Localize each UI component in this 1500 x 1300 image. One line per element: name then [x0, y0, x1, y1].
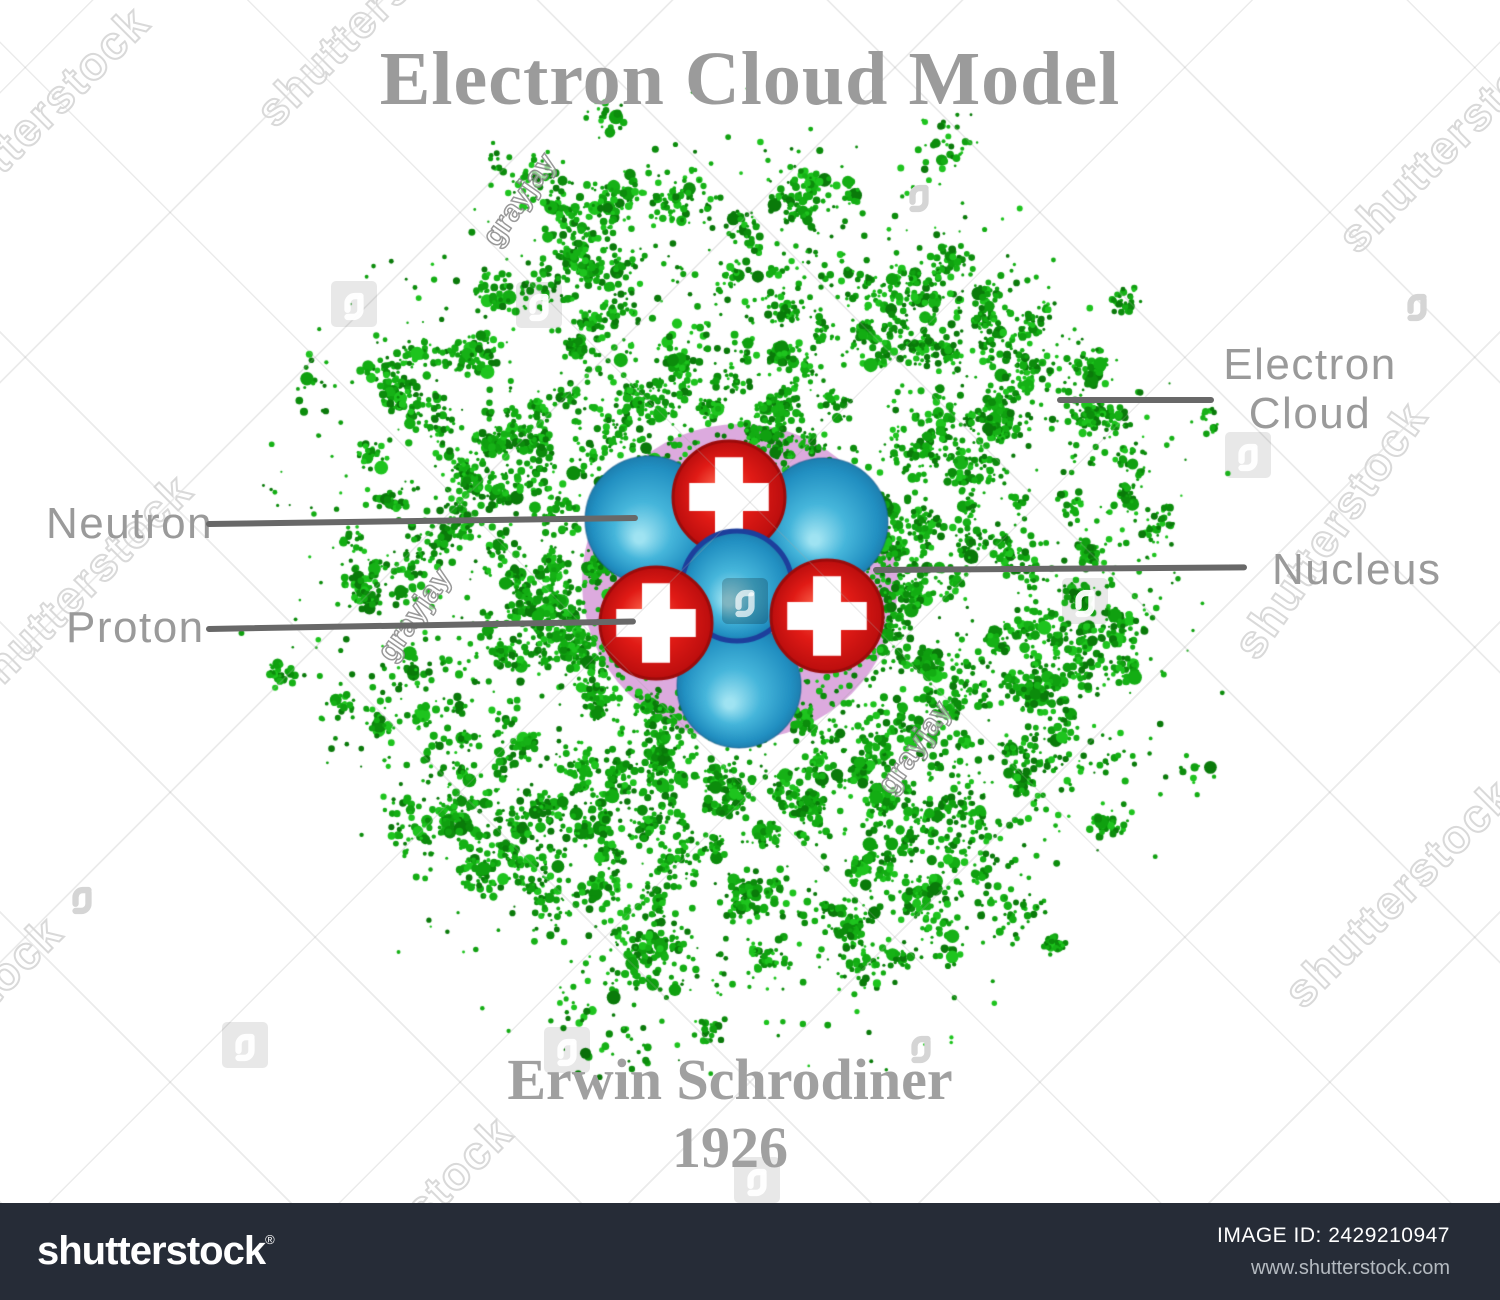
electron-cloud-figure-canvas — [0, 0, 1500, 1203]
credit-author: Erwin Schrodiner — [507, 1047, 953, 1112]
registered-mark: ® — [265, 1232, 275, 1247]
nucleus-label: Nucleus — [1272, 545, 1442, 594]
shutterstock-footer-bar: shutterstock® IMAGE ID: 2429210947 www.s… — [0, 1203, 1500, 1300]
neutron-label: Neutron — [46, 499, 214, 548]
website-url-text: www.shutterstock.com — [1251, 1256, 1450, 1279]
figure-title: Electron Cloud Model — [379, 37, 1121, 121]
shutterstock-logo: shutterstock® — [37, 1229, 275, 1274]
electron-cloud-label-line1: Electron — [1223, 340, 1397, 389]
proton-label: Proton — [66, 603, 205, 652]
image-id-text: IMAGE ID: 2429210947 — [1217, 1223, 1450, 1247]
footer-right-block: IMAGE ID: 2429210947 www.shutterstock.co… — [1217, 1224, 1450, 1280]
electron-cloud-leader-line — [1057, 397, 1214, 403]
electron-cloud-label-line2: Cloud — [1248, 389, 1372, 439]
shutterstock-logo-text: shutterstock — [37, 1229, 266, 1273]
electron-cloud-label: Electron Cloud — [1150, 340, 1470, 439]
credit-year: 1926 — [672, 1115, 788, 1180]
